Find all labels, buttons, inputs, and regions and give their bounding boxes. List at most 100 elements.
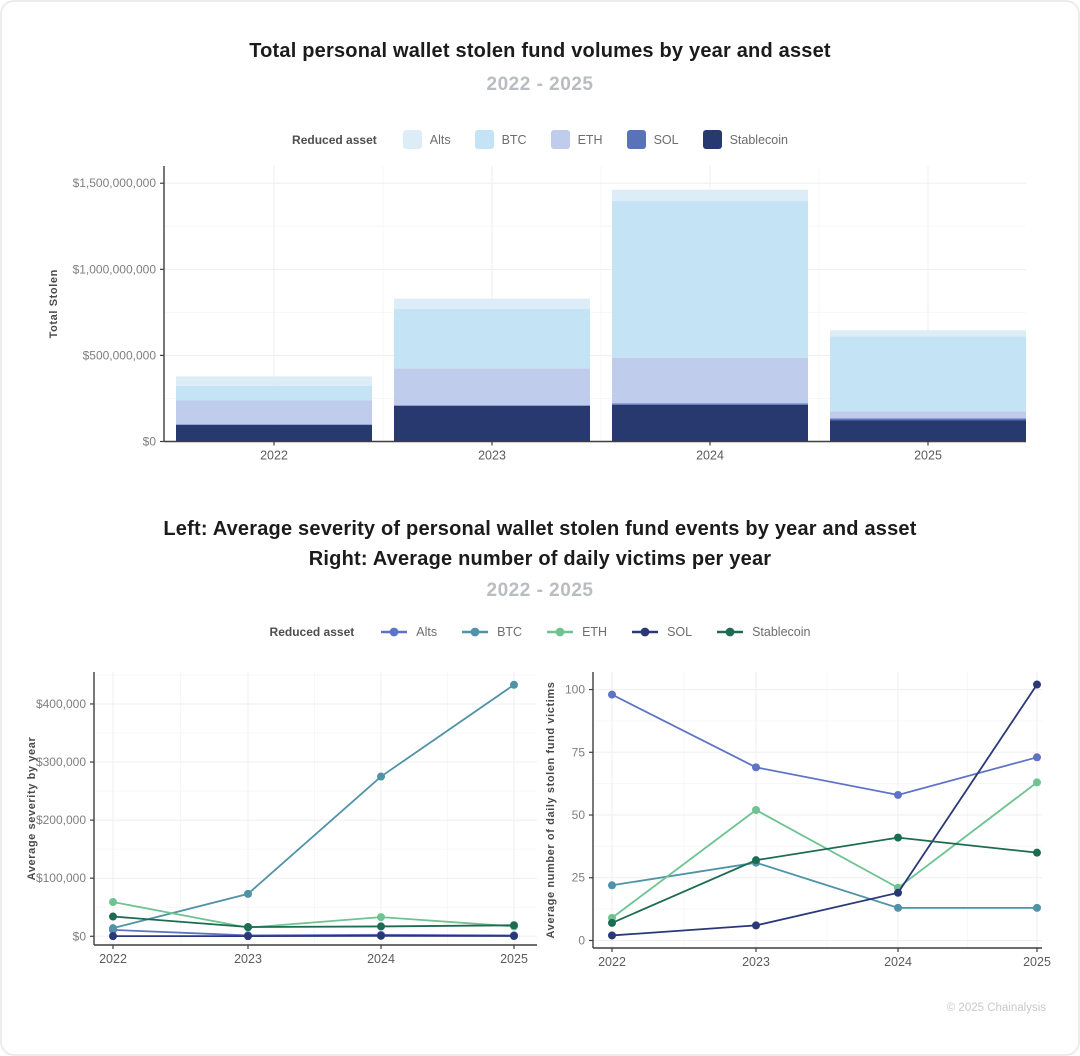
legend-label: ETH	[577, 132, 603, 147]
y-tick-label: 0	[578, 933, 585, 947]
victims-line-chart: 0 25 50 75 100 2022 2023 2024 2025 Average number…	[545, 672, 1051, 969]
legend-label: SOL	[653, 132, 679, 147]
legend-item-alts: Alts	[380, 625, 437, 639]
point-sol-2024	[377, 931, 385, 940]
legend-item-sol: SOL	[626, 130, 679, 149]
legend-label: Alts	[416, 625, 438, 639]
bar-2025-btc	[830, 336, 1026, 412]
bar-2025-alts	[830, 330, 1026, 337]
bar-2023-stablecoin	[394, 405, 590, 442]
y-tick-label: 75	[572, 745, 586, 759]
x-tick-label: 2025	[1023, 955, 1051, 969]
y-tick-label: $0	[143, 435, 157, 449]
legend-label: Stablecoin	[729, 132, 788, 147]
series-btc	[109, 680, 518, 933]
y-axis-title: Total Stolen	[48, 269, 60, 338]
legend-item-alts: Alts	[402, 130, 451, 149]
bar-series	[176, 189, 1026, 442]
y-tick-label: $200,000	[36, 813, 86, 827]
legend-label: Stablecoin	[752, 625, 811, 639]
gridlines	[593, 672, 1042, 948]
bottom-chart-title-line1: Left: Average severity of personal walle…	[163, 518, 917, 540]
x-tick-label: 2023	[234, 952, 262, 966]
bar-2023-eth	[394, 368, 590, 406]
y-tick-label: $500,000,000	[83, 348, 157, 362]
legend-item-btc: BTC	[461, 625, 522, 639]
axes: $0 $500,000,000 $1,000,000,000 $1,500,000,0…	[73, 166, 1026, 463]
bottom-chart-legend: Reduced asset Alts BTC ETH SOL Stablecoin	[0, 625, 1080, 639]
x-tick-label: 2023	[478, 449, 506, 463]
point-btc-2024	[377, 772, 385, 781]
legend-item-stablecoin: Stablecoin	[716, 625, 810, 639]
y-tick-label: $0	[73, 929, 87, 943]
bottom-chart-title-line2: Right: Average number of daily victims p…	[308, 548, 772, 570]
series-sol	[109, 931, 518, 941]
legend-item-eth: ETH	[550, 130, 603, 149]
point-btc-2022	[109, 924, 117, 933]
bar-2024-alts	[612, 189, 808, 201]
point-sol-2025	[1033, 680, 1041, 689]
point-btc-2024	[894, 903, 902, 912]
bar-2023-sol	[394, 405, 590, 406]
alts-legend-marker-icon	[380, 626, 408, 638]
bar-2025-sol	[830, 418, 1026, 421]
point-stablecoin-2025	[1033, 848, 1041, 857]
top-chart-legend: Reduced asset Alts BTC ETH SOL Stablecoin	[0, 130, 1080, 149]
series-alts	[608, 690, 1041, 799]
bottom-chart-subtitle: 2022 - 2025	[486, 580, 594, 601]
eth-legend-swatch-icon	[550, 130, 570, 149]
bar-2022-btc	[176, 385, 372, 401]
bar-2023-alts	[394, 298, 590, 309]
stablecoin-legend-swatch-icon	[702, 130, 722, 149]
y-tick-label: $100,000	[36, 871, 86, 885]
y-tick-label: $300,000	[36, 755, 86, 769]
legend-item-stablecoin: Stablecoin	[702, 130, 788, 149]
y-tick-label: $1,000,000,000	[73, 262, 157, 276]
bar-2024-sol	[612, 403, 808, 405]
series-stablecoin	[109, 912, 518, 931]
top-chart-title: Total personal wallet stolen fund volume…	[249, 40, 831, 62]
point-eth-2024	[377, 913, 385, 922]
y-tick-label: 25	[572, 871, 586, 885]
legend-item-btc: BTC	[474, 130, 527, 149]
alts-legend-swatch-icon	[402, 130, 422, 149]
severity-line-chart: $0 $100,000 $200,000 $300,000 $400,000 2022 20…	[26, 672, 537, 966]
series-btc	[608, 858, 1041, 912]
point-alts-2023	[752, 763, 760, 772]
axes: 0 25 50 75 100 2022 2023 2024 2025	[565, 672, 1051, 969]
point-eth-2022	[109, 898, 117, 907]
x-tick-label: 2024	[696, 449, 724, 463]
sol-legend-marker-icon	[631, 626, 659, 638]
x-tick-label: 2022	[260, 449, 288, 463]
point-eth-2023	[752, 806, 760, 814]
btc-legend-marker-icon	[461, 626, 489, 638]
y-axis-title: Average number of daily stolen fund vict…	[545, 681, 557, 938]
series-stablecoin	[608, 833, 1041, 927]
legend-label: BTC	[501, 132, 527, 147]
btc-legend-swatch-icon	[474, 130, 494, 149]
point-stablecoin-2023	[752, 856, 760, 865]
point-sol-2023	[244, 932, 252, 941]
legend-title: Reduced asset	[269, 625, 355, 639]
point-stablecoin-2024	[377, 922, 385, 931]
point-sol-2024	[894, 888, 902, 897]
sol-legend-swatch-icon	[626, 130, 646, 149]
point-stablecoin-2022	[608, 918, 616, 927]
point-sol-2023	[752, 921, 760, 930]
point-alts-2025	[1033, 753, 1041, 762]
point-sol-2025	[510, 931, 518, 940]
legend-item-eth: ETH	[546, 625, 607, 639]
point-stablecoin-2025	[510, 921, 518, 930]
legend-label: SOL	[667, 625, 693, 639]
series-alts	[109, 925, 518, 940]
x-tick-label: 2024	[884, 955, 912, 969]
bar-2023-btc	[394, 308, 590, 369]
legend-title: Reduced asset	[292, 132, 377, 147]
bar-2024-btc	[612, 200, 808, 358]
x-tick-label: 2022	[598, 955, 626, 969]
point-stablecoin-2024	[894, 833, 902, 842]
copyright-footer: © 2025 Chainalysis	[946, 1002, 1046, 1014]
bar-2024-stablecoin	[612, 404, 808, 442]
x-tick-label: 2023	[742, 955, 770, 969]
